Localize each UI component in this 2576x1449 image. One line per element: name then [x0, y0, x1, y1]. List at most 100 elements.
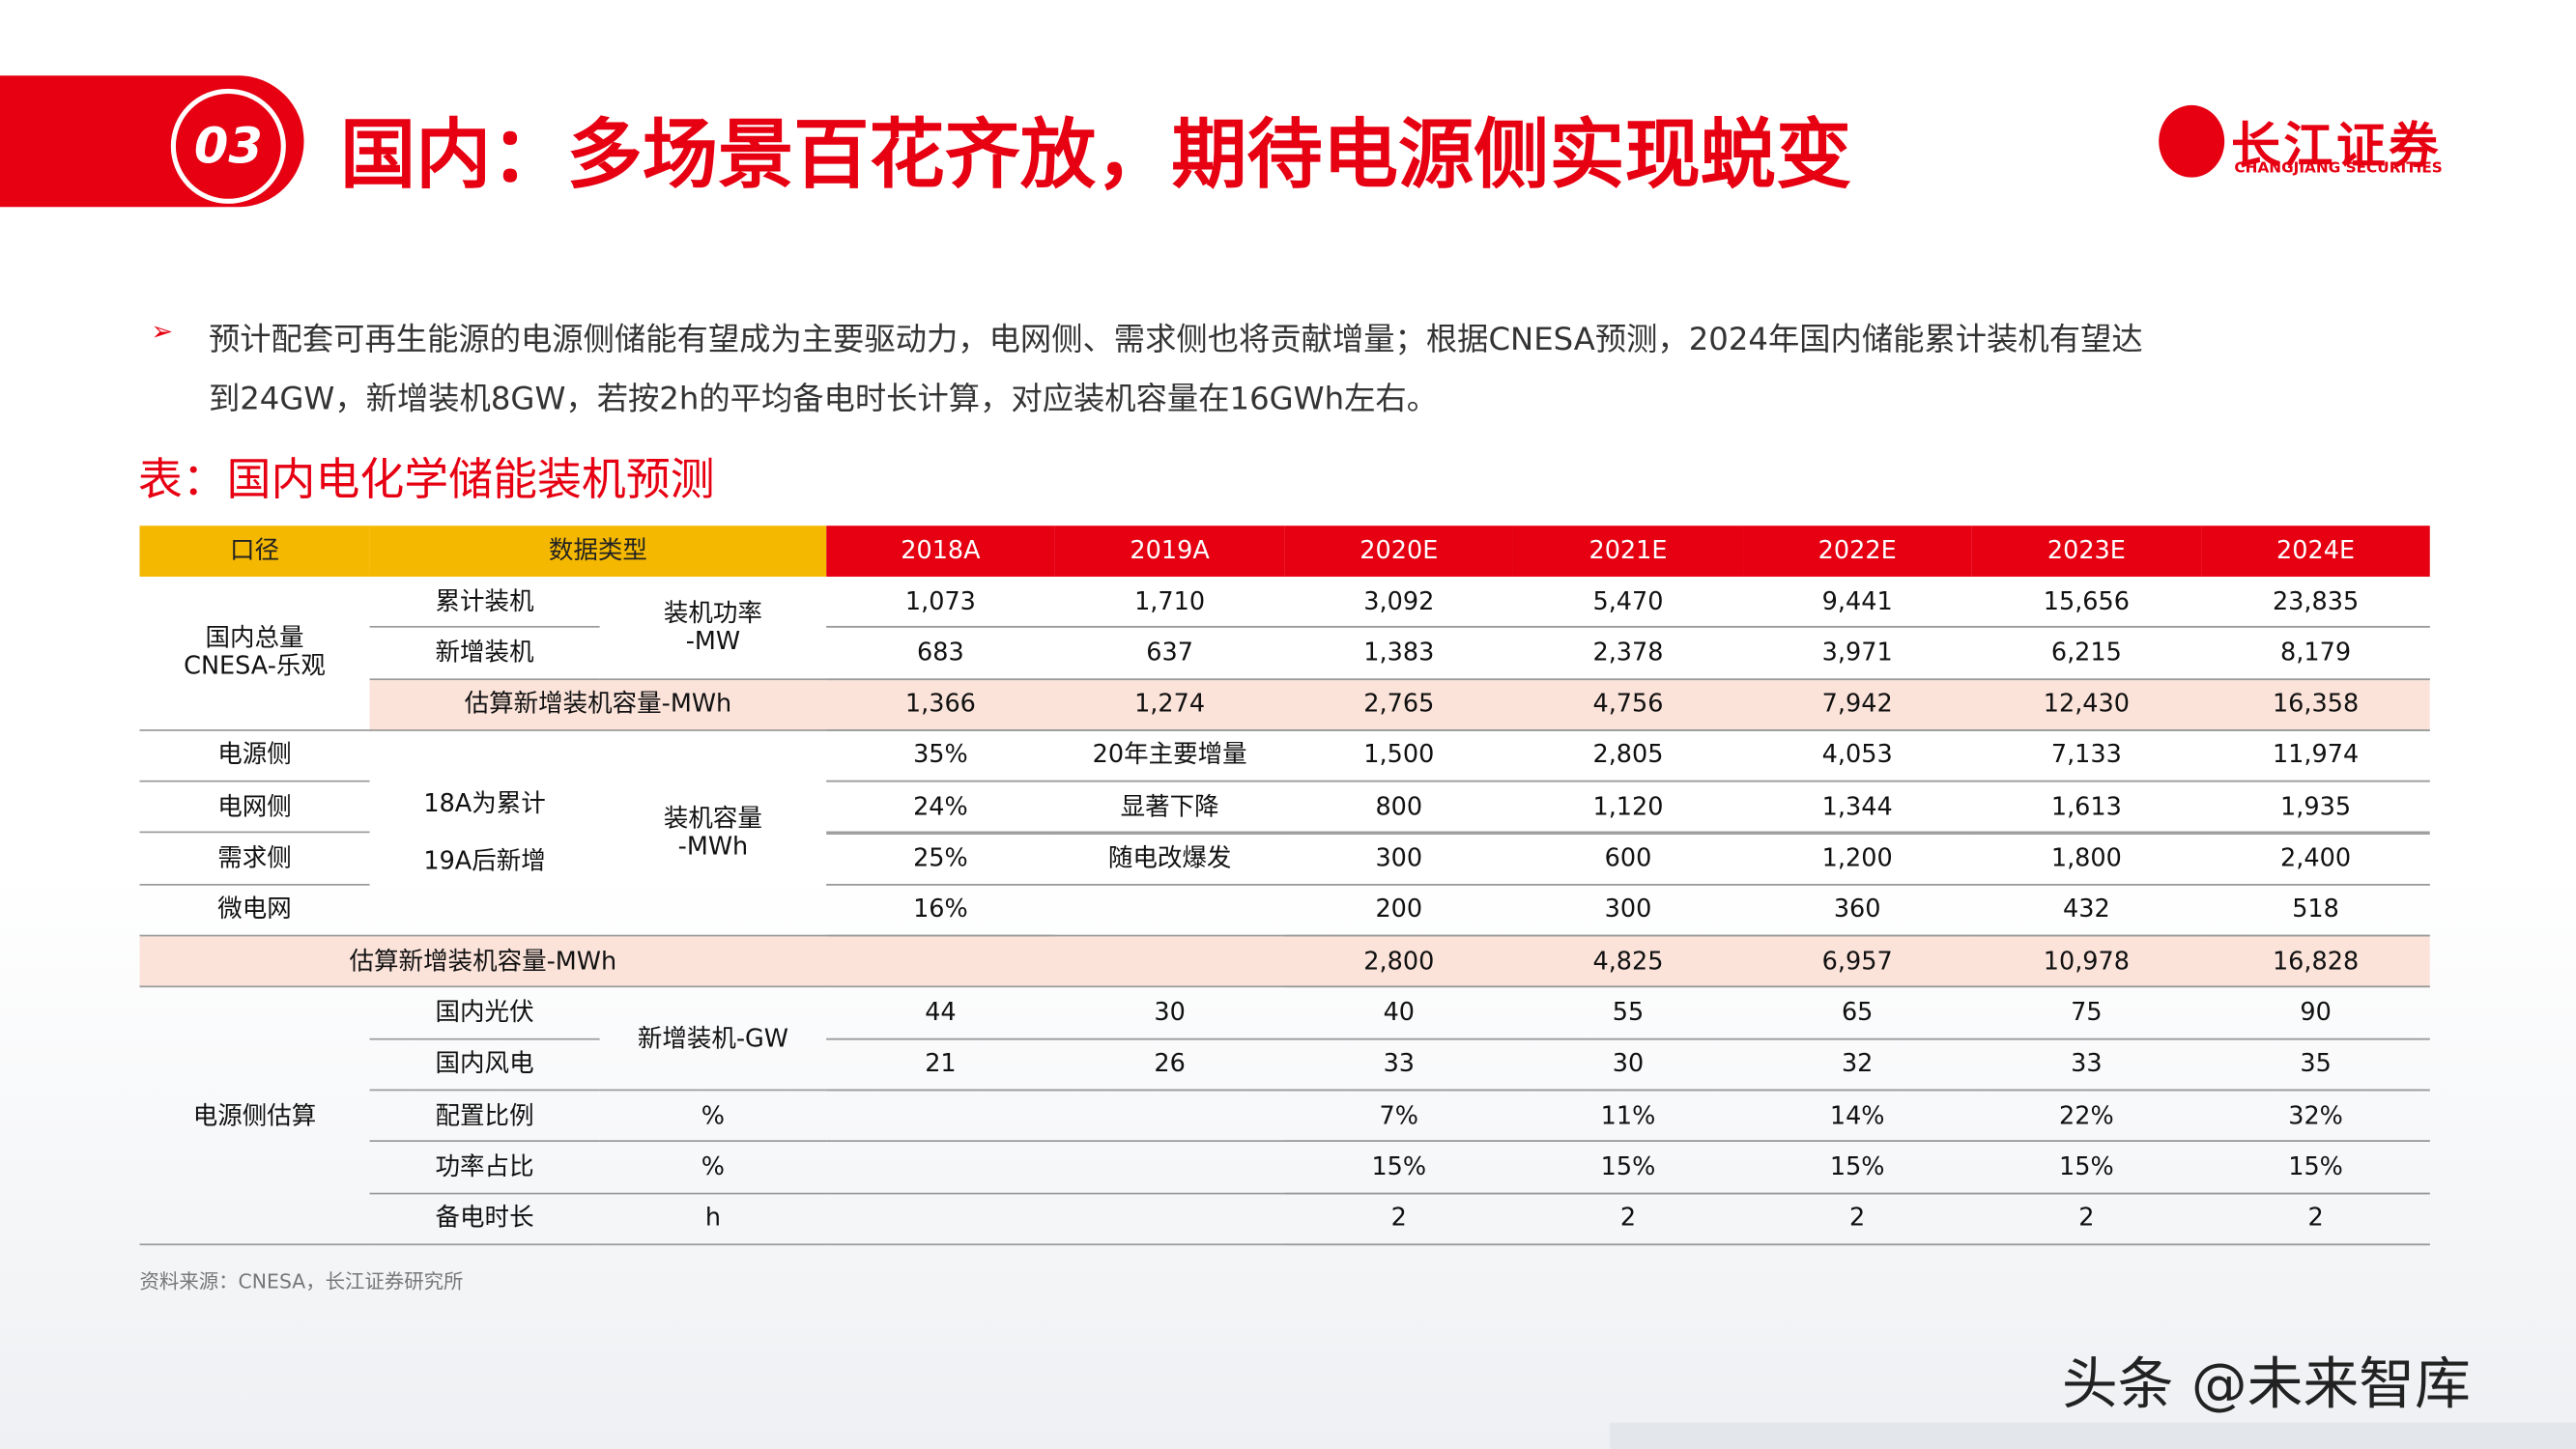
- header-cell: 2024E: [2201, 526, 2430, 577]
- table-cell: 33: [1971, 1039, 2202, 1092]
- row-rule: [826, 1243, 2430, 1245]
- table-cell: 16,828: [2201, 937, 2430, 988]
- table-cell: 6,957: [1743, 937, 1972, 988]
- table-cell: 32: [1743, 1039, 1972, 1092]
- table-cell: 14%: [1743, 1091, 1972, 1143]
- table-cell: 40: [1284, 988, 1513, 1040]
- table-cell: 1,274: [1054, 679, 1285, 731]
- table-cell: 9,441: [1743, 577, 1972, 629]
- table-cell: 累计装机: [369, 577, 600, 629]
- header-cell: 2022E: [1743, 526, 1972, 577]
- header-cell: 2018A: [826, 526, 1055, 577]
- table-cell: 25%: [826, 834, 1055, 886]
- table-cell: 21: [826, 1039, 1055, 1092]
- table-cell: 24%: [826, 782, 1055, 835]
- row-rule: [826, 832, 2430, 835]
- table-cell: 30: [1054, 988, 1285, 1040]
- table-cell: 4,825: [1512, 937, 1744, 988]
- header-cell: 口径: [139, 526, 370, 577]
- table-cell: 配置比例: [369, 1091, 600, 1143]
- table-cell: 1,073: [826, 577, 1055, 629]
- table-cell: 23,835: [2201, 577, 2430, 629]
- section-badge: 03: [170, 88, 286, 204]
- table-cell: 300: [1512, 885, 1744, 937]
- table-cell: 1,613: [1971, 782, 2202, 835]
- table-cell: 360: [1743, 885, 1972, 937]
- logo-mark: [2159, 104, 2225, 178]
- table-cell: 18A为累计 19A后新增: [369, 731, 600, 937]
- row-rule: [826, 934, 2430, 937]
- table-cell: 20年主要增量: [1054, 731, 1285, 782]
- table-cell: 637: [1054, 628, 1285, 680]
- table-cell: 7,133: [1971, 731, 2202, 782]
- table-cell: 2,400: [2201, 834, 2430, 886]
- table-cell: 16%: [826, 885, 1055, 937]
- table-cell: 15,656: [1971, 577, 2202, 629]
- table-cell: %: [599, 1091, 827, 1143]
- bullet-text: 预计配套可再生能源的电源侧储能有望成为主要驱动力，电网侧、需求侧也将贡献增量；根…: [208, 322, 2143, 417]
- table-cell: 7%: [1284, 1091, 1513, 1143]
- table-cell: 需求侧: [139, 834, 370, 886]
- table-cell: 1,200: [1743, 834, 1972, 886]
- table-cell: 估算新增装机容量-MWh: [139, 937, 827, 988]
- table-cell: 备电时长: [369, 1194, 600, 1245]
- table-cell: 1,935: [2201, 782, 2430, 835]
- table-cell: 6,215: [1971, 628, 2202, 680]
- table-cell: 15%: [1284, 1142, 1513, 1194]
- table-cell: 15%: [1971, 1142, 2202, 1194]
- table-cell: 44: [826, 988, 1055, 1040]
- logo-en: CHANGJIANG SECURITIES: [2234, 160, 2443, 178]
- source-note: 资料来源：CNESA，长江证券研究所: [139, 1269, 464, 1293]
- table-cell: 2: [1971, 1194, 2202, 1245]
- table-cell: 4,756: [1512, 679, 1744, 731]
- header-cell: 2023E: [1971, 526, 2202, 577]
- header-cell: 数据类型: [369, 526, 827, 577]
- row-rule: [826, 986, 2430, 988]
- table-cell: 35: [2201, 1039, 2430, 1092]
- table-cell: 电源侧: [139, 731, 370, 782]
- table-cell: 新增装机: [369, 628, 600, 680]
- table-cell: 5,470: [1512, 577, 1744, 629]
- table-cell: 35%: [826, 731, 1055, 782]
- table-title: 表：国内电化学储能装机预测: [137, 455, 715, 506]
- table-cell: 电源侧估算: [139, 988, 370, 1245]
- highlight-row: [369, 679, 2430, 731]
- row-rule: [826, 1037, 2430, 1040]
- table-cell: 2,378: [1512, 628, 1744, 680]
- table-cell: 26: [1054, 1039, 1285, 1092]
- table-cell: 1,383: [1284, 628, 1513, 680]
- table-cell: 4,053: [1743, 731, 1972, 782]
- row-rule: [826, 626, 2430, 629]
- watermark: 头条 @未来智库: [2061, 1351, 2471, 1418]
- table-cell: 200: [1284, 885, 1513, 937]
- table-cell: 15%: [1743, 1142, 1972, 1194]
- table-cell: 600: [1512, 834, 1744, 886]
- row-rule: [826, 1140, 2430, 1143]
- table-cell: 33: [1284, 1039, 1513, 1092]
- row-rule: [826, 728, 2430, 731]
- table-cell: 8,179: [2201, 628, 2430, 680]
- table-cell: 2,805: [1512, 731, 1744, 782]
- row-rule: [826, 781, 2430, 782]
- row-rule: [826, 883, 2430, 886]
- table-cell: 3,971: [1743, 628, 1972, 680]
- table-cell: 432: [1971, 885, 2202, 937]
- table-cell: 2: [1743, 1194, 1972, 1245]
- table-cell: 2: [1284, 1194, 1513, 1245]
- logo-cn: 长江证券: [2231, 118, 2442, 176]
- table-cell: 随电改爆发: [1054, 834, 1285, 886]
- table-cell: 30: [1512, 1039, 1744, 1092]
- table-cell: 电网侧: [139, 782, 370, 835]
- table-cell: 65: [1743, 988, 1972, 1040]
- table-cell: 22%: [1971, 1091, 2202, 1143]
- table-cell: 518: [2201, 885, 2430, 937]
- table-cell: 32%: [2201, 1091, 2430, 1143]
- table-cell: 装机容量 -MWh: [599, 731, 827, 937]
- row-rule: [826, 1089, 2430, 1092]
- table-cell: 1,710: [1054, 577, 1285, 629]
- table-cell: 10,978: [1971, 937, 2202, 988]
- table-cell: 2: [2201, 1194, 2430, 1245]
- table-cell: 国内风电: [369, 1039, 600, 1092]
